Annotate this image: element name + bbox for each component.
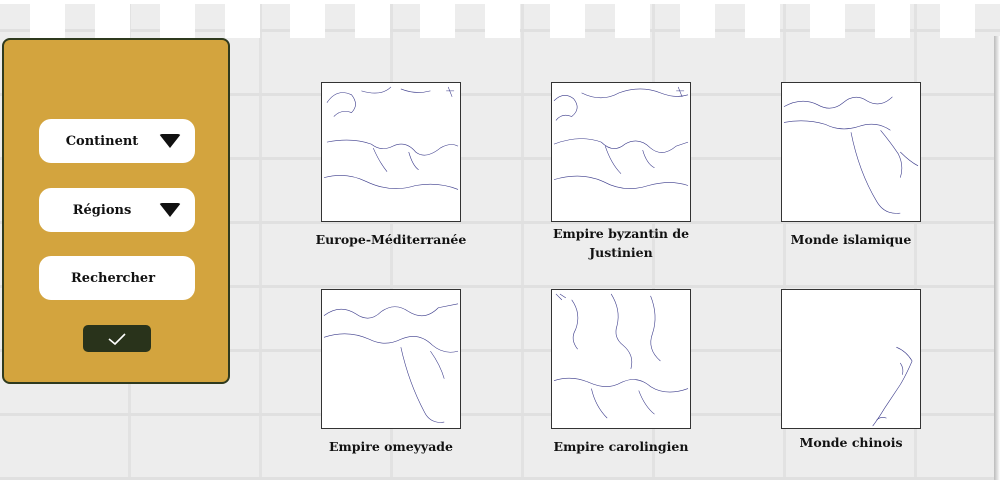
checkmark-icon — [108, 332, 126, 345]
continent-dropdown-label: Continent — [65, 133, 139, 149]
map-outline — [872, 346, 913, 427]
search-input[interactable]: Rechercher — [39, 256, 195, 300]
filter-panel: Continent Régions Rechercher — [2, 38, 230, 384]
map-caption: Empire byzantin de Justinien — [552, 226, 690, 260]
regions-dropdown-label: Régions — [72, 202, 132, 218]
map-caption: Monde chinois — [799, 435, 903, 450]
continent-dropdown[interactable]: Continent — [39, 119, 195, 163]
map-outline — [323, 303, 459, 423]
map-thumbnail-monde-chinois[interactable] — [781, 289, 921, 429]
map-outline — [323, 86, 459, 190]
validate-button[interactable] — [83, 325, 151, 352]
map-caption: Monde islamique — [790, 232, 912, 247]
map-caption: Empire carolingien — [553, 439, 689, 454]
map-outline — [553, 86, 689, 189]
map-card: Empire carolingien — [551, 289, 691, 456]
map-thumbnail-empire-byzantin[interactable] — [551, 82, 691, 222]
regions-dropdown[interactable]: Régions — [39, 188, 195, 232]
search-input-label: Rechercher — [71, 270, 156, 286]
map-card: Monde islamique — [781, 82, 921, 249]
map-thumbnail-empire-carolingien[interactable] — [551, 289, 691, 429]
chevron-down-icon — [159, 134, 181, 148]
page-right-edge — [994, 36, 1000, 480]
chevron-down-icon — [159, 203, 181, 217]
wall-crenellation — [0, 0, 1000, 38]
map-outline — [553, 293, 689, 419]
map-card: Empire byzantin de Justinien — [551, 82, 691, 262]
map-card: Europe-Méditerranée — [316, 82, 466, 249]
map-outline — [783, 96, 919, 214]
map-caption: Empire omeyyade — [329, 439, 453, 454]
map-card: Empire omeyyade — [321, 289, 461, 456]
map-thumbnail-europe-mediterranee[interactable] — [321, 82, 461, 222]
map-caption: Europe-Méditerranée — [315, 232, 467, 247]
map-card: Monde chinois — [781, 289, 921, 452]
map-thumbnail-empire-omeyyade[interactable] — [321, 289, 461, 429]
map-thumbnail-monde-islamique[interactable] — [781, 82, 921, 222]
